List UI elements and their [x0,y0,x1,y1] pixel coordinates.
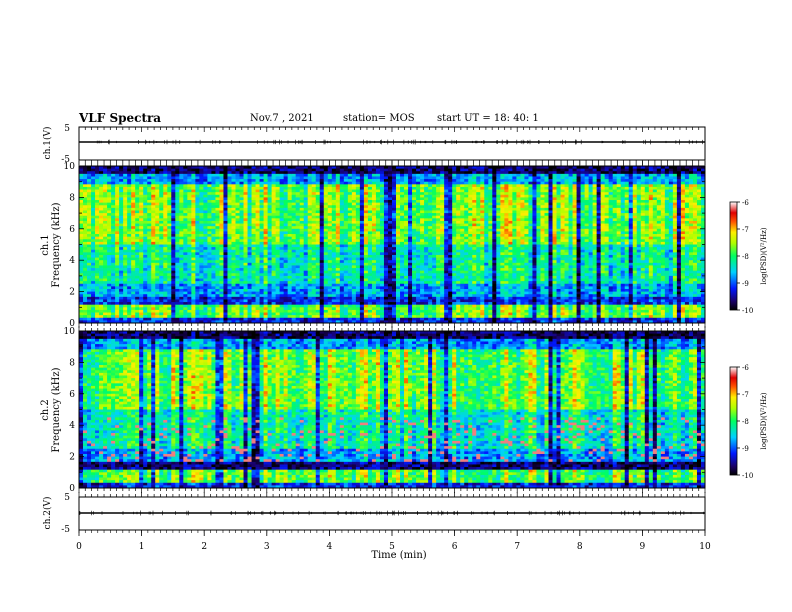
spec2-ytick-1: 2 [69,453,75,463]
spec2-ytick-5: 10 [64,327,76,337]
time-axis-ticks: 0 1 2 3 4 5 6 7 8 9 10 [76,530,711,552]
ch2-colorbar-label: log(PSD)(V²/Hz) [760,392,768,449]
cb2-tick-4: -10 [742,472,753,480]
time-tick-2: 2 [201,542,207,552]
spec1-ytick-4: 8 [69,193,75,203]
vlf-figure: 5 -5 ch.1(V) 0246810 ch.1 Frequency (kHz… [0,0,792,612]
spec1-ytick-2: 4 [69,256,75,266]
ch2-colorbar-ticks: -6 -7 -8 -9 -10 [737,364,753,480]
spec1-ytick-1: 2 [69,288,75,298]
ch1-colorbar-label: log(PSD)(V²/Hz) [760,227,768,284]
time-tick-10: 10 [699,542,711,552]
ch2-waveform-panel: 5 -5 ch.2(V) 0 1 2 3 4 5 6 7 8 9 10 Time (min) [42,493,711,561]
time-tick-1: 1 [139,542,145,552]
ch1-waveform-ylabel: ch.1(V) [42,127,53,160]
ch1-colorbar [730,202,737,310]
cb2-tick-2: -8 [742,418,749,426]
ch2-ytick-top: 5 [64,493,70,503]
time-tick-9: 9 [640,542,646,552]
ch1-frequency-ylabel: Frequency (kHz) [51,202,62,287]
ch1-colorbar-ticks: -6 -7 -8 -9 -10 [737,199,753,315]
ch2-spectrogram-heatmap [79,331,705,488]
time-tick-4: 4 [327,542,333,552]
cb2-tick-1: -7 [742,391,749,399]
cb1-tick-2: -8 [742,253,749,261]
ch2-spectrogram-panel: 0 2 4 6 8 10 ch.2 Frequency (kHz) -6 -7 -8 -9 -10… [40,327,768,494]
spec1-ytick-3: 6 [69,225,75,235]
time-tick-3: 3 [264,542,270,552]
ch1-spectrogram-heatmap [79,166,705,323]
ch2-channel-label: ch.2 [40,399,51,421]
spec2-ytick-0: 0 [69,484,75,494]
time-tick-8: 8 [577,542,583,552]
ch2-frequency-ylabel: Frequency (kHz) [51,367,62,452]
cb1-tick-1: -7 [742,226,749,234]
spec1-ytick-5: 10 [64,162,76,172]
cb1-tick-0: -6 [742,199,749,207]
ch1-channel-label: ch.1 [40,234,51,256]
time-axis-label: Time (min) [371,550,426,561]
time-tick-7: 7 [514,542,520,552]
spec2-ytick-2: 4 [69,421,75,431]
ch2-colorbar [730,367,737,475]
time-tick-0: 0 [76,542,82,552]
spec2-ytick-4: 8 [69,358,75,368]
ch2-waveform-ylabel: ch.2(V) [42,497,53,530]
time-tick-6: 6 [452,542,458,552]
cb1-tick-3: -9 [742,280,749,288]
ch1-ytick-top: 5 [64,124,70,134]
cb1-tick-4: -10 [742,307,753,315]
ch2-ytick-bottom: -5 [61,525,70,535]
cb2-tick-0: -6 [742,364,749,372]
cb2-tick-3: -9 [742,445,749,453]
spec2-ytick-3: 6 [69,390,75,400]
